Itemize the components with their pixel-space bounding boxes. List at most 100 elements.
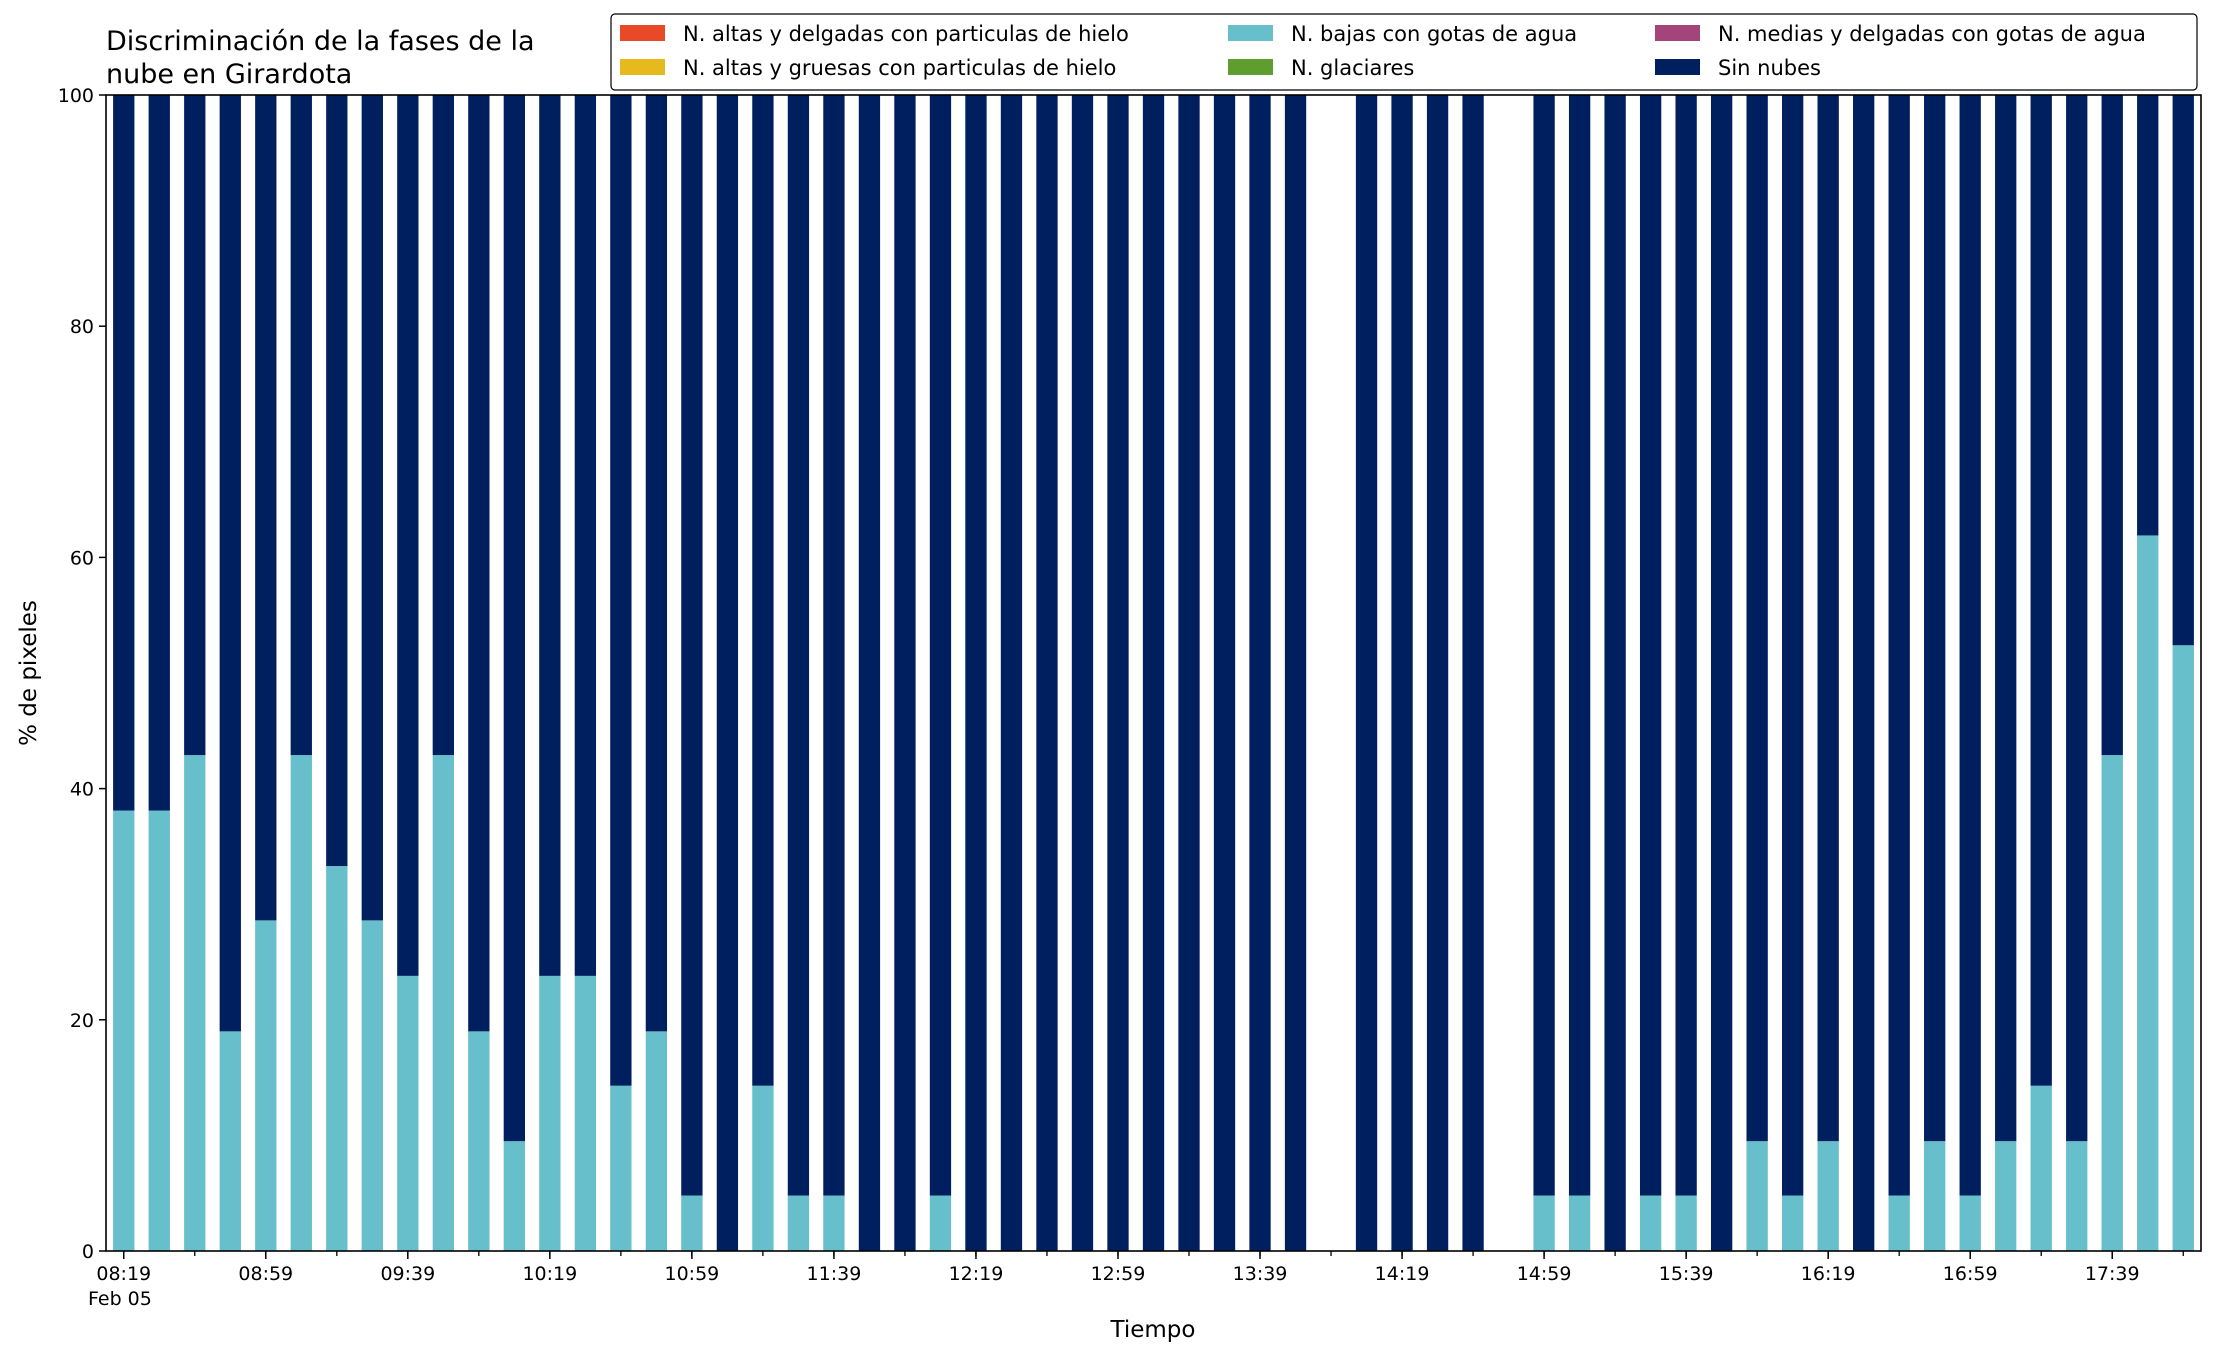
bar-segment-2-11 xyxy=(503,1141,525,1251)
legend-swatch-2 xyxy=(1228,25,1273,41)
y-tick-label: 0 xyxy=(82,1241,94,1263)
y-tick-label: 60 xyxy=(70,547,94,569)
bar-segment-5-30 xyxy=(1178,95,1200,1251)
bar-segment-2-10 xyxy=(468,1031,490,1251)
bar-segment-5-53 xyxy=(2030,95,2052,1086)
bar-segment-2-42 xyxy=(1639,1195,1662,1251)
legend-swatch-1 xyxy=(620,59,665,75)
bar-segment-5-9 xyxy=(432,95,454,756)
bar-segment-5-36 xyxy=(1426,95,1449,1251)
bar-segment-5-26 xyxy=(1036,95,1058,1251)
bar-segment-2-13 xyxy=(574,975,597,1251)
bar-segment-5-13 xyxy=(574,95,597,976)
bar-segment-5-25 xyxy=(1000,95,1023,1251)
bar-segment-5-22 xyxy=(894,95,916,1251)
bar-segment-5-16 xyxy=(681,95,703,1196)
bar-segment-2-47 xyxy=(1817,1141,1839,1251)
legend-label-2: N. bajas con gotas de agua xyxy=(1291,22,1577,46)
bar-segment-5-41 xyxy=(1604,95,1626,1251)
bar-segment-5-1 xyxy=(148,95,170,811)
legend: N. altas y delgadas con particulas de hi… xyxy=(610,13,2198,91)
chart-title-line-2: nube en Girardota xyxy=(106,59,352,90)
bar-segment-5-37 xyxy=(1462,95,1484,1251)
bar-segment-5-54 xyxy=(2066,95,2088,1142)
bar-segment-5-18 xyxy=(752,95,774,1086)
x-axis: 08:19 08:59 09:39 10:19 10:59 11:39 12:19 12:59… xyxy=(96,1251,2184,1285)
y-tick-label: 20 xyxy=(70,1010,94,1032)
bar-segment-5-24 xyxy=(965,95,987,1251)
bar-segment-2-18 xyxy=(752,1085,774,1251)
bar-segment-5-50 xyxy=(1924,95,1946,1142)
x-axis-label: Tiempo xyxy=(1110,1317,1196,1343)
bar-segment-5-0 xyxy=(113,95,135,811)
legend-swatch-3 xyxy=(1228,59,1273,75)
bar-segment-5-56 xyxy=(2137,95,2159,536)
bar-segment-5-8 xyxy=(397,95,419,976)
bar-segment-5-52 xyxy=(1995,95,2017,1142)
bar-segment-5-42 xyxy=(1639,95,1662,1196)
bar-segment-5-48 xyxy=(1853,95,1875,1251)
bar-segment-5-6 xyxy=(326,95,348,867)
bar-segment-5-12 xyxy=(539,95,561,976)
x-tick-label: 16:19 xyxy=(1801,1263,1856,1285)
bar-segment-2-0 xyxy=(113,810,135,1251)
bar-segment-2-53 xyxy=(2030,1085,2052,1251)
x-tick-label: 15:39 xyxy=(1659,1263,1714,1285)
bar-segment-2-40 xyxy=(1568,1195,1591,1251)
bar-segment-5-28 xyxy=(1107,95,1129,1251)
bar-segment-2-49 xyxy=(1888,1195,1910,1251)
x-tick-label: 17:39 xyxy=(2085,1263,2140,1285)
bar-segment-5-14 xyxy=(610,95,632,1086)
x-tick-label: 16:59 xyxy=(1943,1263,1998,1285)
x-tick-label: 09:39 xyxy=(380,1263,435,1285)
bar-segment-2-1 xyxy=(148,810,170,1251)
bar-segment-2-4 xyxy=(255,920,277,1251)
bar-segment-2-2 xyxy=(184,755,206,1251)
bar-segment-2-54 xyxy=(2066,1141,2088,1251)
bar-segment-2-45 xyxy=(1746,1141,1768,1251)
bar-segment-2-46 xyxy=(1782,1195,1804,1251)
legend-label-4: N. medias y delgadas con gotas de agua xyxy=(1718,22,2146,46)
bar-segment-5-33 xyxy=(1284,95,1307,1251)
legend-label-5: Sin nubes xyxy=(1718,56,1821,80)
x-tick-label: 12:19 xyxy=(949,1263,1004,1285)
bar-segment-5-32 xyxy=(1249,95,1271,1251)
y-tick-label: 80 xyxy=(70,316,94,338)
bar-segment-2-16 xyxy=(681,1195,703,1251)
bar-segment-5-3 xyxy=(219,95,241,1032)
bar-segment-5-51 xyxy=(1959,95,1981,1196)
bar-segment-5-17 xyxy=(716,95,739,1251)
bar-segment-5-39 xyxy=(1533,95,1555,1196)
bar-segment-5-35 xyxy=(1391,95,1413,1251)
bar-segment-2-50 xyxy=(1924,1141,1946,1251)
bar-segment-2-39 xyxy=(1533,1195,1555,1251)
legend-swatch-4 xyxy=(1655,25,1700,41)
bar-segment-5-2 xyxy=(184,95,206,756)
x-tick-label: 13:39 xyxy=(1233,1263,1288,1285)
bar-segment-5-11 xyxy=(503,95,525,1142)
bar-segment-2-7 xyxy=(361,920,383,1251)
x-date-label: Feb 05 xyxy=(88,1288,152,1310)
y-axis: 0 20 40 60 80 100 xyxy=(58,85,106,1263)
bar-segment-5-45 xyxy=(1746,95,1768,1142)
y-tick-label: 100 xyxy=(58,85,94,107)
legend-label-0: N. altas y delgadas con particulas de hi… xyxy=(683,22,1129,46)
x-tick-label: 10:19 xyxy=(522,1263,577,1285)
legend-swatch-5 xyxy=(1655,59,1700,75)
legend-swatch-0 xyxy=(620,25,665,41)
x-tick-label: 08:19 xyxy=(96,1263,151,1285)
legend-box xyxy=(610,13,2198,91)
bar-segment-2-3 xyxy=(219,1031,241,1251)
bar-segment-2-20 xyxy=(823,1195,845,1251)
bar-segment-5-57 xyxy=(2172,95,2194,646)
bar-segment-5-20 xyxy=(823,95,845,1196)
bar-segment-5-21 xyxy=(858,95,881,1251)
bar-segment-2-8 xyxy=(397,975,419,1251)
bar-segment-5-5 xyxy=(290,95,312,756)
bar-segment-5-4 xyxy=(255,95,277,921)
bar-segment-2-57 xyxy=(2172,645,2194,1251)
chart-title-line-1: Discriminación de la fases de la xyxy=(106,26,535,57)
bar-segment-5-27 xyxy=(1071,95,1094,1251)
bar-segment-2-5 xyxy=(290,755,312,1251)
